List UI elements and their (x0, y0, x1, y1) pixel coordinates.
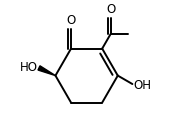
Text: O: O (66, 14, 76, 27)
Text: O: O (106, 3, 115, 16)
Text: OH: OH (134, 79, 152, 92)
Text: HO: HO (20, 61, 38, 74)
Polygon shape (38, 66, 55, 76)
